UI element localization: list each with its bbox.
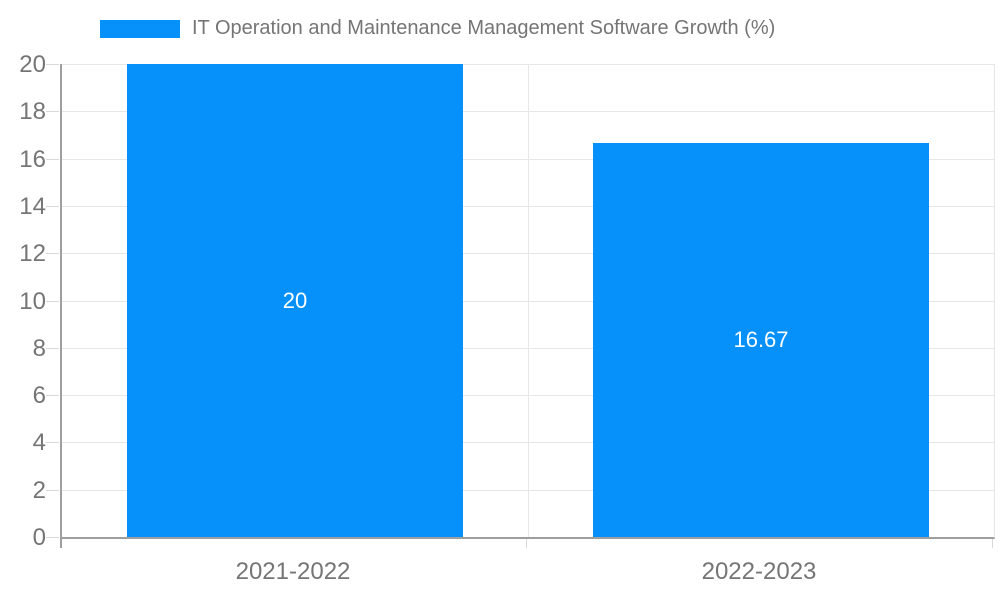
y-tick-mark — [46, 64, 59, 65]
bar-value-label: 16.67 — [733, 326, 789, 352]
y-tick-label: 0 — [32, 524, 46, 551]
legend-label: IT Operation and Maintenance Management … — [192, 17, 776, 39]
y-tick-label: 2 — [32, 476, 46, 504]
bar-2022-2023[interactable] — [592, 142, 930, 537]
y-tick-label: 10 — [19, 287, 46, 315]
y-tick-mark — [46, 111, 59, 113]
x-category-label: 2021-2022 — [235, 558, 351, 585]
plot-area: 20 16.67 — [60, 64, 995, 539]
x-tick-mark — [526, 539, 527, 548]
y-tick-label: 12 — [19, 240, 46, 268]
y-tick-mark — [46, 253, 59, 255]
x-tick-mark — [992, 539, 993, 548]
y-tick-label: 16 — [19, 145, 46, 173]
y-tick-label: 14 — [19, 192, 46, 220]
y-tick-mark — [46, 300, 59, 302]
y-tick-label: 6 — [32, 382, 46, 410]
y-tick-mark — [46, 347, 59, 349]
y-tick-mark — [46, 537, 59, 538]
chart-legend: IT Operation and Maintenance Management … — [100, 17, 775, 40]
y-tick-mark — [46, 489, 59, 491]
y-axis-extension — [60, 539, 62, 548]
y-tick-mark — [46, 205, 59, 207]
y-tick-label: 20 — [19, 51, 46, 78]
y-tick-label: 8 — [32, 334, 46, 362]
legend-swatch — [100, 19, 180, 38]
y-tick-mark — [46, 395, 59, 397]
y-tick-label: 4 — [32, 429, 46, 457]
bar-value-label: 20 — [282, 287, 308, 313]
y-tick-mark — [46, 158, 59, 160]
x-category-label: 2022-2023 — [701, 558, 817, 585]
y-tick-label: 18 — [19, 98, 46, 126]
x-gridline — [528, 64, 529, 537]
y-tick-mark — [46, 442, 59, 444]
bar-2021-2022[interactable] — [126, 64, 464, 537]
